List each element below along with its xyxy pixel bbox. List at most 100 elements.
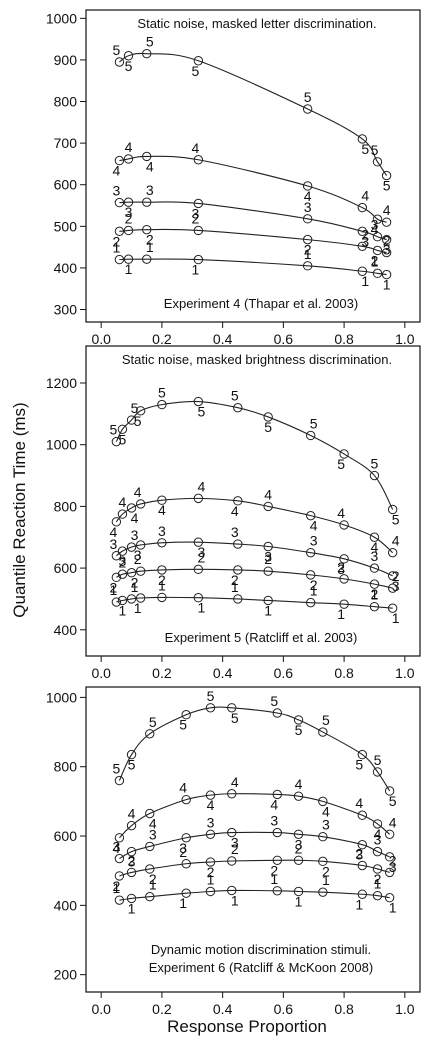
point-label: 4 [304,188,312,204]
point-label: 5 [392,511,400,527]
data-point [114,197,125,208]
point-label: 3 [113,183,121,199]
data-point [318,796,328,807]
point-label: 5 [389,793,397,809]
point-label: 2 [355,845,363,861]
data-point [302,181,313,191]
data-point [305,597,316,608]
point-label: 1 [371,253,379,269]
x-tick-label: 0.8 [334,1001,354,1017]
point-label: 2 [125,210,133,226]
data-point [272,789,282,800]
x-tick-label: 0.6 [274,1001,294,1017]
data-point [193,564,204,575]
y-tick-label: 600 [54,828,78,844]
point-label: 3 [191,205,199,221]
data-point [126,749,137,760]
point-label: 4 [149,816,157,832]
point-label: 1 [146,239,154,255]
data-point [135,566,146,576]
point-label: 4 [337,505,345,521]
point-label: 5 [125,58,133,74]
point-label: 3 [310,533,318,549]
data-point [227,856,237,866]
data-point [111,597,122,607]
data-point [142,254,152,264]
data-point [384,852,395,862]
series-line [116,596,393,609]
point-label: 3 [392,578,400,594]
point-label: 4 [128,806,136,822]
point-label: 1 [264,602,272,618]
data-point [117,595,128,606]
data-point [381,170,392,181]
point-label: 1 [310,583,318,599]
series-line [115,400,394,510]
data-point [272,708,282,718]
point-label: 2 [383,233,391,249]
data-point [227,703,237,713]
series-line [116,541,393,577]
point-label: 1 [109,582,117,598]
point-label: 4 [109,524,117,540]
data-point [111,436,122,447]
point-label: 1 [231,892,239,908]
point-label: 3 [113,839,121,855]
point-label: 1 [158,577,166,593]
y-tick-label: 800 [54,498,78,514]
point-label: 3 [158,523,166,539]
point-label: 4 [125,139,133,155]
data-point [369,601,380,612]
point-label: 3 [371,217,379,233]
data-point [117,546,128,556]
series-line [119,201,387,241]
point-label: 3 [374,832,382,848]
data-point [318,887,328,897]
data-point [384,867,395,878]
x-tick-label: 0.8 [334,331,354,347]
y-tick-label: 600 [54,560,78,576]
data-point [145,729,155,739]
data-point [193,593,204,603]
data-point [357,241,368,251]
data-point [126,594,137,604]
point-label: 3 [119,553,127,569]
data-point [117,424,128,434]
data-point [193,396,204,407]
panel-top: 300 400 500 600 700 800 900 1000 0.0 0.2 0.4 0.6 0.8… [46,9,421,347]
point-label: 2 [371,586,379,602]
data-point [145,841,155,852]
data-point [369,470,380,481]
point-label: 2 [146,232,154,248]
plot-frame [85,9,421,323]
point-label: 4 [383,202,391,218]
series-line [119,52,388,176]
data-point [372,245,383,256]
point-label: 1 [149,877,157,893]
point-label: 4 [113,840,121,856]
data-point [205,857,216,867]
point-label: 2 [179,844,187,860]
point-label: 1 [113,240,121,256]
point-label: 3 [197,544,205,560]
data-point [117,569,128,579]
data-point [381,234,392,245]
data-point [357,134,368,144]
point-label: 3 [207,814,215,830]
data-point [157,592,167,603]
data-point [272,886,282,896]
point-label: 5 [231,388,239,404]
panel-title: Static noise, masked letter discriminati… [137,16,376,31]
data-point [369,579,380,589]
point-label: 2 [392,568,400,584]
data-point [181,794,191,805]
x-tick-label: 1.0 [395,331,415,347]
data-point [227,827,237,838]
data-point [357,860,368,871]
point-label: 5 [304,89,312,105]
